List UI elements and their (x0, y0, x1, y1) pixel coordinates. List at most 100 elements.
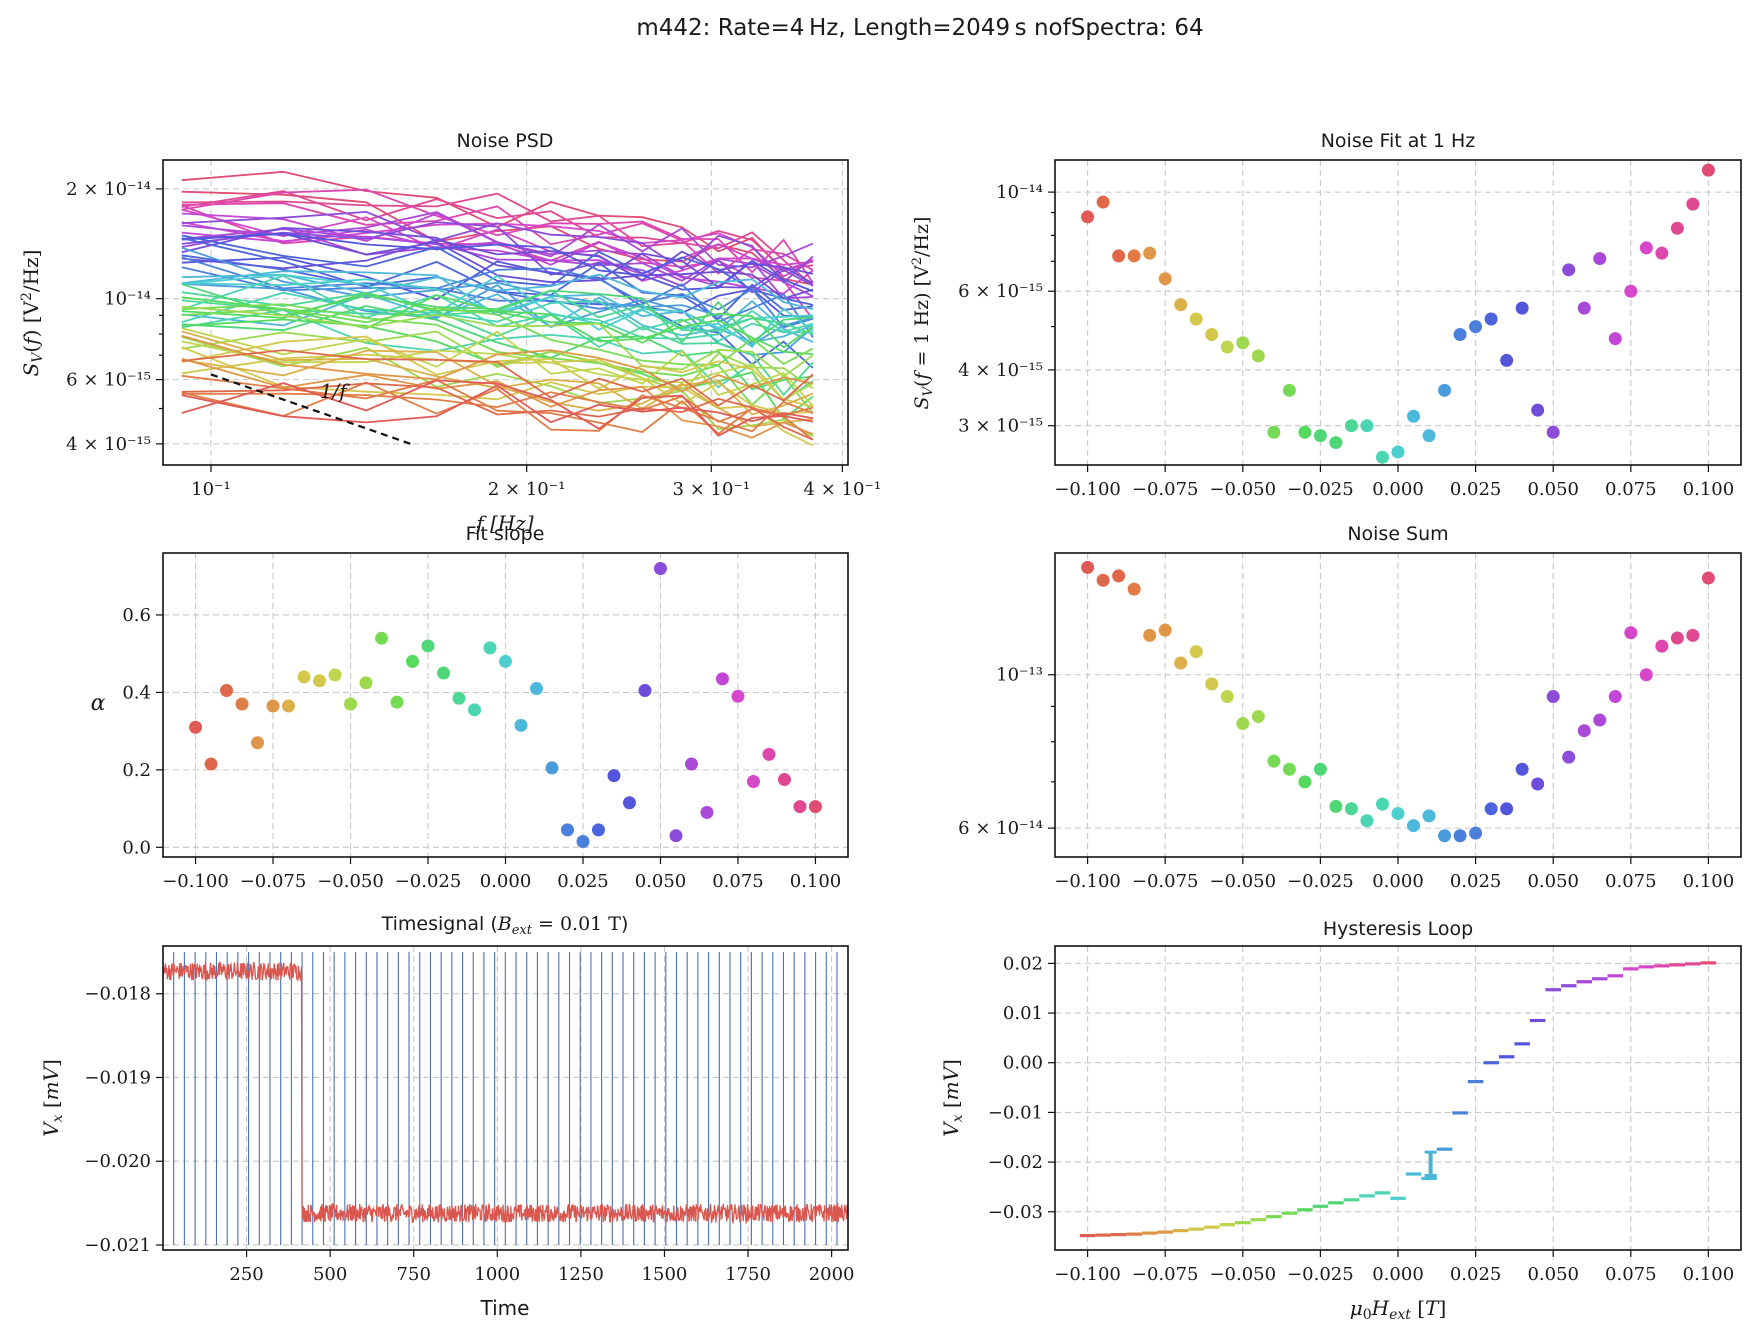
data-point (1174, 298, 1188, 312)
data-point (1608, 332, 1622, 346)
data-point (1453, 829, 1467, 843)
psd-series-line (181, 382, 814, 441)
data-point (1282, 383, 1296, 397)
data-point (421, 639, 435, 653)
data-point (1655, 639, 1669, 653)
x-tick-label: 0.100 (1683, 1264, 1735, 1285)
y-tick-label: 6 × 10⁻¹⁵ (958, 281, 1043, 302)
data-point (1546, 425, 1560, 439)
x-tick-label: −0.075 (1132, 479, 1199, 500)
y-tick-label: 0.2 (122, 760, 151, 781)
psd-series-line (181, 238, 814, 285)
y-tick-label: −0.03 (988, 1202, 1043, 1223)
x-tick-label: 0.000 (1372, 479, 1424, 500)
data-point (1329, 436, 1343, 450)
data-point (731, 689, 745, 703)
data-point (1484, 312, 1498, 326)
x-tick-label: 500 (313, 1264, 347, 1285)
data-point (1407, 819, 1421, 833)
data-point (1593, 713, 1607, 727)
psd-series-line (181, 384, 814, 424)
data-point (1298, 775, 1312, 789)
x-tick-label: 0.025 (1450, 1264, 1502, 1285)
hysteresis-xlabel: μ0Hext [T] (1350, 1296, 1447, 1323)
data-point (1282, 762, 1296, 776)
data-point (1313, 429, 1327, 443)
y-tick-label: 3 × 10⁻¹⁵ (958, 416, 1043, 437)
noise-psd-xlabel: f [Hz] (474, 511, 534, 535)
psd-series-line (181, 305, 814, 391)
data-point (1639, 241, 1653, 255)
data-point (545, 761, 559, 775)
data-point (266, 699, 280, 713)
fit-slope-ylabel: α (91, 691, 106, 716)
psd-series-line (181, 190, 814, 286)
data-point (1220, 690, 1234, 704)
x-tick-label: −0.075 (1132, 1264, 1199, 1285)
psd-series-line (181, 211, 814, 269)
data-point (1531, 403, 1545, 417)
data-point (669, 829, 683, 843)
x-tick-label: 1000 (474, 1264, 520, 1285)
data-point (1593, 252, 1607, 266)
y-tick-label: 6 × 10⁻¹⁴ (958, 818, 1043, 839)
data-point (406, 654, 420, 668)
data-point (499, 654, 512, 668)
x-tick-label: 0.075 (1605, 1264, 1657, 1285)
data-point (483, 641, 497, 655)
x-tick-label: 0.075 (712, 871, 764, 892)
noise-psd-axes (162, 159, 849, 466)
data-point (1236, 336, 1250, 350)
psd-series-line (181, 228, 814, 276)
psd-series-line (181, 210, 814, 284)
hysteresis-title: Hysteresis Loop (1323, 918, 1473, 940)
psd-series-line (181, 291, 813, 355)
data-point (746, 774, 760, 788)
psd-series-line (181, 256, 814, 338)
x-tick-label: 2 × 10⁻¹ (488, 479, 566, 500)
data-point (437, 666, 451, 680)
data-point (1438, 829, 1452, 843)
one-over-f-label: 1/f (320, 379, 350, 403)
psd-series-line (181, 305, 814, 378)
psd-series-line (181, 289, 814, 336)
y-tick-label: −0.018 (84, 984, 151, 1005)
psd-series-line (181, 283, 813, 344)
x-tick-label: 10⁻¹ (191, 479, 231, 500)
psd-series-line (181, 232, 814, 292)
data-point (1158, 623, 1172, 637)
data-point (1081, 210, 1095, 224)
data-point (282, 699, 296, 713)
psd-series-line (181, 291, 813, 343)
psd-series-line (181, 346, 814, 447)
hysteresis-panel: Hysteresis Loop −0.100 −0.075 −0.050 −0.025… (939, 918, 1742, 1323)
psd-series-line (181, 349, 814, 407)
psd-series-line (181, 237, 814, 320)
y-tick-label: 0.6 (122, 605, 151, 626)
y-tick-label: 4 × 10⁻¹⁵ (958, 360, 1043, 381)
data-point (251, 736, 265, 750)
x-tick-label: −0.050 (317, 871, 384, 892)
data-point (1375, 797, 1389, 811)
data-point (762, 747, 776, 761)
data-point (576, 835, 590, 849)
data-point (1577, 724, 1591, 738)
data-point (1639, 668, 1653, 682)
psd-series-line (181, 357, 814, 439)
data-point (1313, 762, 1327, 776)
data-point (1670, 221, 1684, 235)
x-tick-label: 250 (229, 1264, 263, 1285)
x-tick-label: −0.025 (1287, 1264, 1354, 1285)
data-point (653, 561, 667, 575)
data-point (1562, 750, 1576, 764)
data-point (1546, 690, 1560, 704)
data-point (1562, 263, 1576, 277)
data-point (1608, 690, 1622, 704)
psd-series-line (181, 266, 814, 329)
y-tick-label: 10⁻¹³ (996, 665, 1043, 686)
data-point (1096, 195, 1110, 209)
y-tick-label: 6 × 10⁻¹⁵ (66, 370, 151, 391)
data-point (390, 695, 404, 709)
x-tick-label: 0.050 (1527, 479, 1579, 500)
data-point (1143, 628, 1157, 642)
